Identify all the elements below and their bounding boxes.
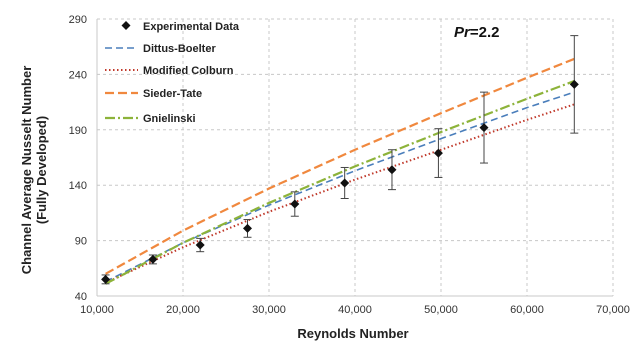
experimental-data-point — [569, 79, 579, 89]
legend-label-experimental: Experimental Data — [143, 21, 240, 33]
experimental-data-point — [340, 178, 350, 188]
series-line-modified-colburn — [105, 103, 575, 284]
x-tick-label: 20,000 — [166, 304, 200, 316]
experimental-data-point — [433, 148, 443, 158]
y-axis-title-line2: (Fully Developed) — [34, 116, 49, 224]
experimental-data-point — [243, 223, 252, 233]
y-tick-label: 240 — [69, 69, 87, 81]
y-tick-label: 90 — [75, 236, 87, 248]
y-tick-label: 40 — [75, 291, 87, 303]
y-tick-label: 140 — [69, 180, 87, 192]
x-tick-label: 70,000 — [596, 304, 630, 316]
x-axis-title: Reynolds Number — [297, 326, 408, 341]
legend-label-modified-colburn: Modified Colburn — [143, 65, 234, 77]
legend-label-sieder-tate: Sieder-Tate — [143, 88, 202, 100]
series-lines — [105, 57, 575, 285]
y-axis-title-line1: Channel Average Nusselt Number — [19, 66, 34, 275]
prandtl-annotation: Pr=2.2 — [454, 24, 499, 41]
legend-label-gnielinski: Gnielinski — [143, 113, 196, 125]
x-tick-labels: 10,000 20,000 30,000 40,000 50,000 60,000 70,0… — [80, 304, 630, 316]
x-tick-label: 10,000 — [80, 304, 114, 316]
series-line-dittus-boelter — [105, 91, 575, 283]
grid — [96, 18, 614, 297]
experimental-data-point — [479, 123, 489, 133]
prandtl-symbol: Pr — [454, 24, 471, 41]
series-line-gnielinski — [105, 80, 575, 285]
experimental-data-point — [387, 165, 397, 175]
y-tick-label: 190 — [69, 125, 87, 137]
experimental-data-points — [101, 35, 579, 285]
y-axis-title: Channel Average Nusselt Number (Fully De… — [19, 66, 49, 275]
experimental-data-point — [195, 240, 205, 250]
x-tick-label: 30,000 — [252, 304, 286, 316]
x-tick-label: 60,000 — [510, 304, 544, 316]
legend: Experimental Data Dittus-Boelter Modifie… — [105, 21, 240, 125]
legend-marker-experimental — [121, 21, 131, 30]
experimental-data-point — [148, 254, 158, 264]
series-line-sieder-tate — [105, 57, 575, 275]
experimental-data-point — [101, 274, 111, 284]
x-tick-label: 40,000 — [338, 304, 372, 316]
y-tick-label: 290 — [69, 14, 87, 26]
legend-label-dittus-boelter: Dittus-Boelter — [143, 43, 216, 55]
y-tick-labels: 40 90 140 190 240 290 — [69, 14, 87, 303]
x-tick-label: 50,000 — [424, 304, 458, 316]
prandtl-value: =2.2 — [470, 24, 500, 41]
experimental-data-point — [290, 199, 300, 209]
